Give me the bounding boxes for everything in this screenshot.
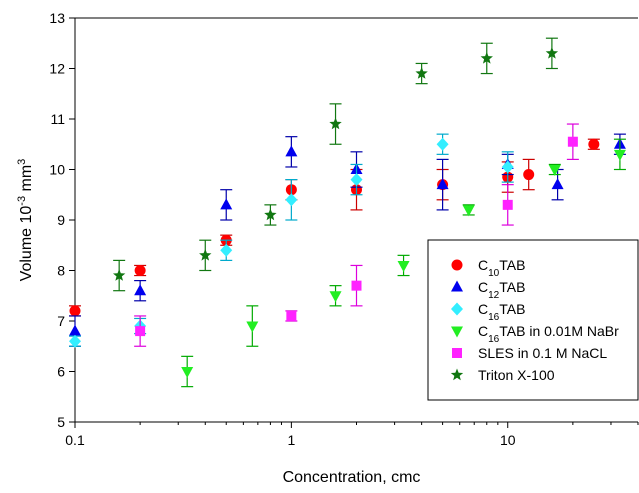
data-point xyxy=(286,310,297,321)
data-point xyxy=(329,291,342,303)
data-point xyxy=(199,248,212,261)
legend-marker xyxy=(452,348,462,358)
y-tick-label: 11 xyxy=(50,111,65,127)
legend-label-rest: TAB xyxy=(499,279,525,295)
data-point xyxy=(134,284,147,296)
data-point xyxy=(415,67,428,79)
data-point xyxy=(502,199,513,210)
legend-label-main: C xyxy=(478,301,488,317)
data-point xyxy=(285,145,298,157)
x-tick-label: 1 xyxy=(287,432,295,448)
series-4 xyxy=(181,138,626,388)
y-tick-label: 5 xyxy=(57,414,65,430)
x-tick-label: 10 xyxy=(500,432,516,448)
legend-label: SLES in 0.1 M NaCL xyxy=(478,345,607,361)
data-point xyxy=(480,51,493,64)
data-point xyxy=(613,149,626,161)
y-tick-label: 10 xyxy=(49,162,65,178)
data-point xyxy=(436,137,449,151)
legend-marker xyxy=(451,302,463,316)
data-point xyxy=(567,136,578,147)
data-point xyxy=(329,117,342,130)
x-axis-title: Concentration, cmc xyxy=(283,469,421,486)
data-point xyxy=(181,367,194,378)
y-axis-title-exp: -3 xyxy=(16,196,28,206)
legend-box xyxy=(427,239,639,401)
legend-label-main: SLES in 0.1 M NaCL xyxy=(478,345,607,361)
legend-label: Triton X-100 xyxy=(478,367,555,383)
legend-label-main: C xyxy=(478,257,488,273)
legend-label: C16TAB xyxy=(478,301,525,323)
data-point xyxy=(134,265,146,276)
series-layer xyxy=(69,37,626,388)
y-tick-label: 9 xyxy=(57,212,65,228)
data-point xyxy=(397,260,410,272)
legend-label-main: Triton X-100 xyxy=(478,367,555,383)
legend-label-rest: TAB xyxy=(499,257,525,273)
data-point xyxy=(69,334,81,348)
data-point xyxy=(588,138,600,150)
legend-label-sub: 10 xyxy=(488,268,500,279)
data-point xyxy=(246,321,259,333)
data-point xyxy=(220,243,233,257)
data-point xyxy=(351,280,362,291)
legend-label-main: C xyxy=(478,323,488,339)
data-point xyxy=(462,205,475,217)
data-point xyxy=(436,178,449,190)
y-axis-title-unit-exp: 3 xyxy=(16,159,28,165)
axis-labels: Concentration, cmc Volume 10-3 mm3 xyxy=(16,159,420,486)
legend-label-rest: TAB in 0.01M NaBr xyxy=(499,323,619,339)
y-tick-label: 13 xyxy=(49,10,65,26)
legend-label-sub: 16 xyxy=(488,312,500,323)
series-6 xyxy=(112,37,559,292)
data-point xyxy=(551,178,564,190)
x-tick-label: 0.1 xyxy=(65,432,85,448)
y-tick-label: 12 xyxy=(49,61,65,77)
legend-label-sub: 16 xyxy=(488,334,500,345)
data-point xyxy=(264,208,277,221)
data-point xyxy=(501,160,514,174)
data-point xyxy=(548,165,561,176)
data-point xyxy=(220,198,233,210)
legend-label: C16TAB in 0.01M NaBr xyxy=(478,323,619,345)
series-5 xyxy=(134,123,579,347)
axes-layer: 5 6 7 8 9 10 11 12 13 0.1 1 10 xyxy=(49,10,639,448)
y-axis-title-unit: mm xyxy=(18,165,35,196)
series-3 xyxy=(69,133,514,348)
legend-marker xyxy=(451,259,463,271)
legend-marker xyxy=(450,368,464,381)
y-tick-label: 7 xyxy=(57,313,65,329)
legend-label: C12TAB xyxy=(478,279,525,301)
data-point xyxy=(112,269,126,281)
y-axis-title-base: Volume 10 xyxy=(18,206,35,282)
data-point xyxy=(350,173,363,187)
legend-label: C10TAB xyxy=(478,257,525,279)
legend-marker xyxy=(451,326,463,338)
y-axis-title: Volume 10-3 mm3 xyxy=(16,159,35,282)
data-point xyxy=(523,169,535,181)
data-point xyxy=(69,324,81,336)
data-point xyxy=(545,46,559,59)
data-point xyxy=(285,193,298,207)
y-tick-label: 8 xyxy=(57,263,65,279)
legend-label-main: C xyxy=(478,279,488,295)
legend-label-rest: TAB xyxy=(499,301,525,317)
legend-label-sub: 12 xyxy=(488,290,500,301)
y-tick-label: 6 xyxy=(57,364,65,380)
legend-marker xyxy=(451,280,463,292)
data-point xyxy=(69,305,81,317)
data-point xyxy=(135,326,146,337)
